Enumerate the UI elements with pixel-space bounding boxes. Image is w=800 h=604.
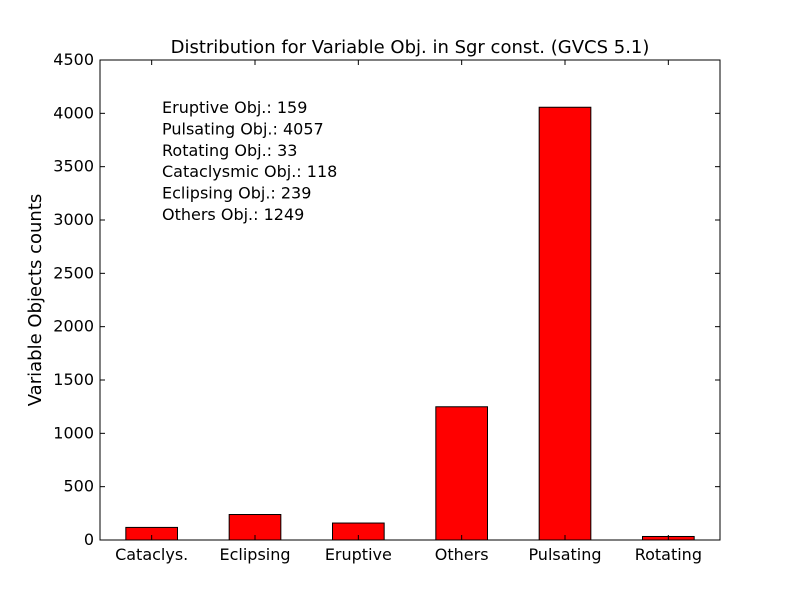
y-tick-label: 4000 (53, 103, 94, 122)
annotation-line: Eruptive Obj.: 159 (162, 98, 307, 117)
bar-others (435, 406, 488, 541)
bars-group (125, 106, 695, 541)
annotation-line: Rotating Obj.: 33 (162, 141, 297, 160)
y-tick-label: 1500 (53, 370, 94, 389)
y-tick-label: 3500 (53, 157, 94, 176)
y-axis-ticks: 0 500 1000 1500 2000 2500 3000 3500 4000 4500 (53, 50, 720, 549)
y-tick-label: 500 (63, 477, 94, 496)
bar-pulsating (538, 106, 592, 541)
y-tick-label: 1000 (53, 423, 94, 442)
annotation-line: Eclipsing Obj.: 239 (162, 184, 311, 203)
x-axis-ticks: Cataclys. Eclipsing Eruptive Others Pulsatin… (115, 60, 702, 564)
annotation-block: Eruptive Obj.: 159 Pulsating Obj.: 4057 Ro… (162, 98, 337, 224)
y-axis-label: Variable Objects counts (25, 194, 46, 406)
chart-title: Distribution for Variable Obj. in Sgr co… (171, 37, 650, 58)
annotation-line: Others Obj.: 1249 (162, 205, 304, 224)
x-tick-label: Eclipsing (219, 545, 290, 564)
y-tick-label: 2500 (53, 263, 94, 282)
x-tick-label: Cataclys. (115, 545, 188, 564)
x-tick-label: Others (435, 545, 489, 564)
x-tick-label: Rotating (635, 545, 702, 564)
y-tick-label: 0 (84, 530, 94, 549)
annotation-line: Cataclysmic Obj.: 118 (162, 162, 337, 181)
plot-frame (99, 59, 721, 541)
x-tick-label: Pulsating (528, 545, 601, 564)
y-tick-label: 3000 (53, 210, 94, 229)
annotation-line: Pulsating Obj.: 4057 (162, 119, 324, 138)
y-tick-label: 4500 (53, 50, 94, 69)
x-tick-label: Eruptive (325, 545, 392, 564)
y-tick-label: 2000 (53, 317, 94, 336)
